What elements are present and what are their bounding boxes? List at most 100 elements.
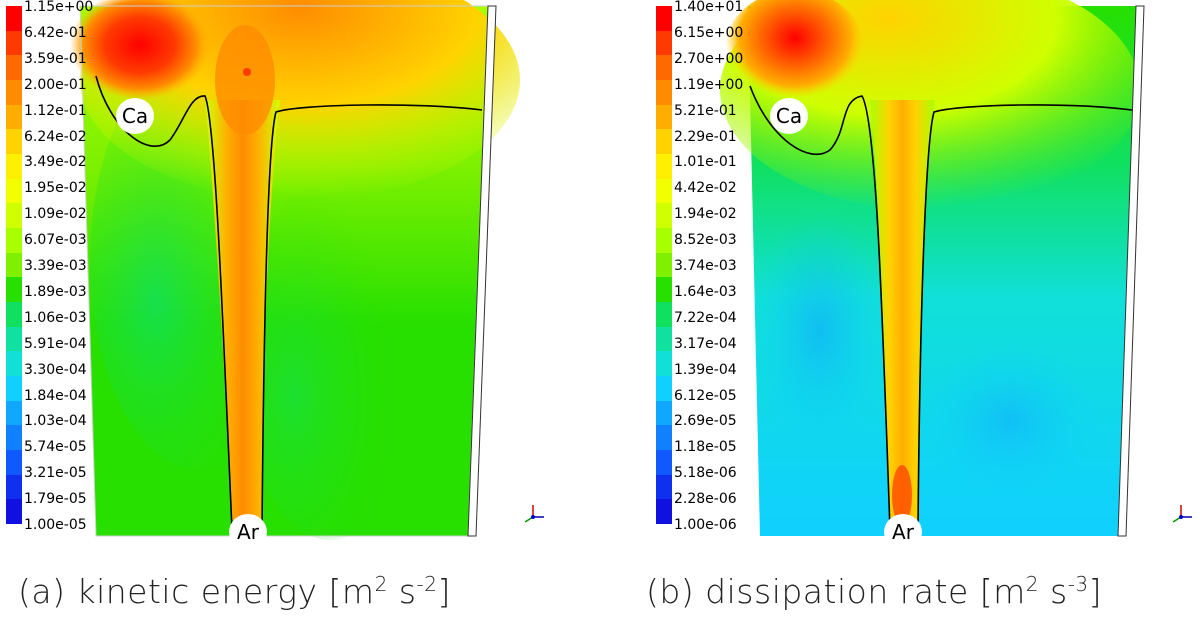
colorbar-swatch [6,154,22,180]
colorbar-swatch [656,203,672,229]
colorbar-tick-label: 1.40e+01 [674,0,744,15]
caption-dissipation-rate: (b) dissipation rate [m2 s-3] [646,572,1103,611]
colorbar-swatch [6,425,22,451]
colorbar-tick-label: 1.89e-03 [24,283,87,300]
colorbar-swatch [6,203,22,229]
colorbar-tick-label: 1.09e-02 [24,206,87,223]
colorbar-tick-label: 1.03e-04 [24,413,87,430]
colorbar-tick-label: 7.22e-04 [674,309,737,326]
colorbar-tick-label: 1.15e+00 [24,0,94,15]
colorbar-tick-label: 3.21e-05 [24,465,87,482]
colorbar-tick-label: 1.39e-04 [674,361,737,378]
colorbar-swatch [656,178,672,204]
colorbar-swatch [656,129,672,155]
colorbar-tick-label: 1.12e-01 [24,102,87,119]
colorbar-swatch [656,252,672,278]
colorbar-tick-label: 5.18e-06 [674,465,737,482]
colorbar-swatch [6,104,22,130]
colorbar-dissipation-rate [656,6,672,525]
panel-kinetic-energy: 1.15e+00 6.42e-01 3.59e-01 2.00e-01 1.12e-01… [6,0,544,611]
colorbar-tick-label: 5.74e-05 [24,439,87,456]
contour-field-dissipation-rate [720,0,1145,537]
colorbar-tick-label: 3.17e-04 [674,335,737,352]
colorbar-swatch [656,450,672,476]
colorbar-swatch [6,499,22,525]
colorbar-tick-label: 1.00e-05 [24,517,87,533]
colorbar-tick-label: 2.70e+00 [674,50,744,67]
colorbar-swatch [656,326,672,352]
axis-triad-icon [524,505,544,523]
colorbar-tick-label: 1.95e-02 [24,180,87,197]
colorbar-tick-label: 1.18e-05 [674,439,737,456]
marker-ar: Ar [884,514,922,550]
colorbar-swatch [656,277,672,303]
colorbar-swatch [6,326,22,352]
colorbar-swatch [6,30,22,56]
axis-triad-icon [1172,505,1192,523]
colorbar-swatch [6,178,22,204]
colorbar-tick-label: 1.94e-02 [674,206,737,223]
caption-kinetic-energy: (a) kinetic energy [m2 s-2] [18,572,451,611]
colorbar-tick-label: 1.00e-06 [674,517,737,533]
colorbar-swatch [656,499,672,525]
contour-field-kinetic-energy [70,0,520,540]
colorbar-kinetic-energy [6,6,22,525]
colorbar-tick-label: 3.39e-03 [24,258,87,274]
marker-ca: Ca [116,98,154,134]
colorbar-tick-label: 1.79e-05 [24,491,87,508]
colorbar-ticks-dissipation-rate: 1.40e+01 6.15e+00 2.70e+00 1.19e+00 5.21e-01… [674,0,764,533]
colorbar-swatch [6,6,22,32]
colorbar-swatch [656,351,672,377]
colorbar-tick-label: 1.01e-01 [674,154,737,171]
colorbar-tick-label: 8.52e-03 [674,232,737,249]
colorbar-swatch [6,129,22,155]
colorbar-swatch [656,154,672,180]
colorbar-swatch [6,80,22,106]
colorbar-swatch [656,425,672,451]
colorbar-swatch [6,302,22,328]
colorbar-ticks-kinetic-energy: 1.15e+00 6.42e-01 3.59e-01 2.00e-01 1.12e-01… [24,0,114,533]
colorbar-swatch [6,376,22,402]
colorbar-swatch [6,252,22,278]
colorbar-swatch [6,55,22,81]
colorbar-tick-label: 2.29e-01 [674,128,737,145]
colorbar-tick-label: 5.21e-01 [674,102,737,119]
colorbar-swatch [6,450,22,476]
colorbar-tick-label: 6.15e+00 [674,24,744,41]
colorbar-tick-label: 6.42e-01 [24,24,87,41]
colorbar-tick-label: 3.49e-02 [24,154,87,171]
panel-dissipation-rate: 1.40e+01 6.15e+00 2.70e+00 1.19e+00 5.21e-01… [600,0,1200,622]
colorbar-swatch [656,104,672,130]
colorbar-tick-label: 6.12e-05 [674,387,737,404]
colorbar-swatch [656,6,672,32]
colorbar-swatch [6,277,22,303]
colorbar-tick-label: 3.74e-03 [674,258,737,274]
colorbar-tick-label: 1.64e-03 [674,283,737,300]
colorbar-swatch [6,228,22,254]
colorbar-tick-label: 1.19e+00 [674,76,744,93]
colorbar-tick-label: 2.69e-05 [674,413,737,430]
colorbar-swatch [656,302,672,328]
colorbar-swatch [656,55,672,81]
colorbar-tick-label: 1.06e-03 [24,309,87,326]
marker-ca: Ca [770,98,808,134]
colorbar-swatch [656,30,672,56]
colorbar-swatch [6,351,22,377]
colorbar-tick-label: 2.28e-06 [674,491,737,508]
colorbar-tick-label: 3.30e-04 [24,361,87,378]
colorbar-tick-label: 1.84e-04 [24,387,87,404]
marker-ar: Ar [229,514,267,550]
colorbar-tick-label: 6.07e-03 [24,232,87,249]
colorbar-swatch [6,474,22,500]
colorbar-swatch [656,474,672,500]
colorbar-swatch [656,400,672,426]
colorbar-swatch [656,80,672,106]
colorbar-swatch [656,376,672,402]
colorbar-swatch [6,400,22,426]
colorbar-tick-label: 2.00e-01 [24,76,87,93]
colorbar-tick-label: 4.42e-02 [674,180,737,197]
colorbar-tick-label: 6.24e-02 [24,128,87,145]
colorbar-tick-label: 5.91e-04 [24,335,87,352]
colorbar-swatch [656,228,672,254]
colorbar-tick-label: 3.59e-01 [24,50,87,67]
